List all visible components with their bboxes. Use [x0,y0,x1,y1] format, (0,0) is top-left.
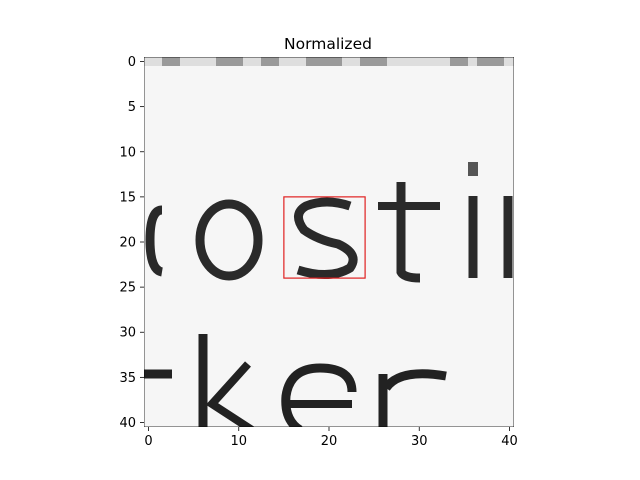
chart-title: Normalized [284,35,372,53]
x-tick-label: 40 [501,434,518,449]
y-tick-label: 0 [128,55,136,70]
y-axis: 0 5 10 15 20 25 30 35 40 [119,55,144,431]
y-tick-label: 25 [119,281,136,296]
lower-text-line [144,334,447,427]
x-tick-label: 0 [144,434,152,449]
y-tick-label: 5 [128,100,136,115]
y-tick-label: 20 [119,236,136,251]
top-row-pixels [144,57,514,66]
y-tick-label: 30 [119,326,136,341]
highlight-box [283,196,366,279]
x-tick-label: 10 [230,434,247,449]
y-tick-label: 10 [119,145,136,160]
x-tick-label: 20 [321,434,338,449]
upper-text-line [145,162,513,283]
x-tick-label: 30 [411,434,428,449]
y-tick-label: 35 [119,371,136,386]
y-tick-label: 40 [119,416,136,431]
heatmap-image [144,57,514,427]
y-tick-label: 15 [119,190,136,205]
x-axis: 0 10 20 30 40 [144,427,518,449]
